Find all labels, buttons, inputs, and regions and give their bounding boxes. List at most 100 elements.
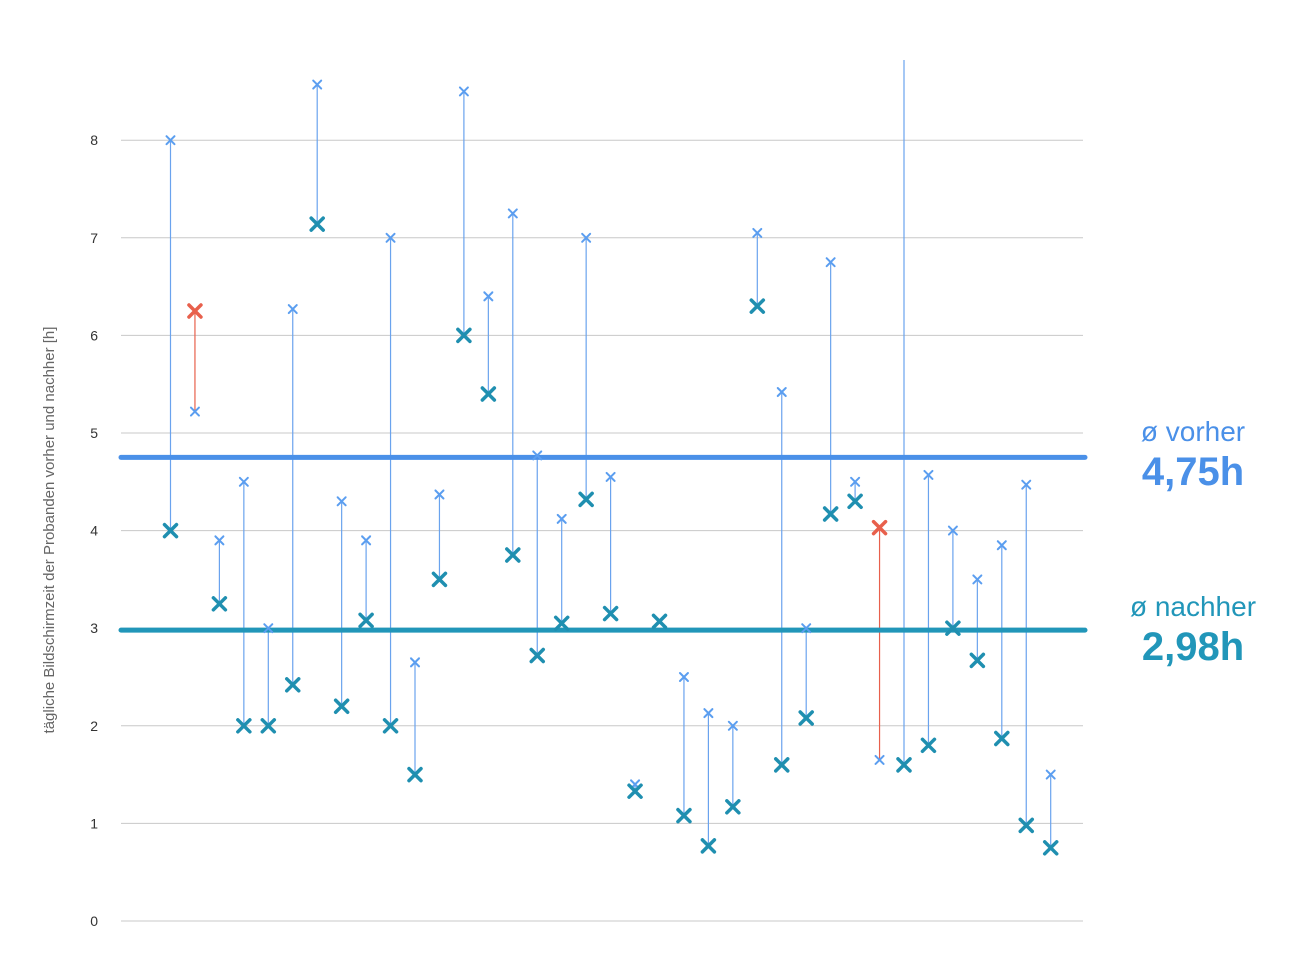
y-tick-label: 6 bbox=[90, 327, 98, 343]
marker-vorher bbox=[972, 574, 983, 585]
marker-nachher-stroke bbox=[994, 730, 1010, 747]
marker-nachher bbox=[896, 757, 912, 773]
marker-vorher bbox=[703, 708, 714, 719]
marker-nachher-stroke bbox=[407, 766, 423, 783]
marker-nachher-stroke bbox=[358, 612, 374, 629]
y-tick-labels: 0 1 2 3 4 5 6 7 8 bbox=[90, 132, 98, 929]
marker-nachher-stroke bbox=[211, 596, 228, 612]
marker-nachher-stroke bbox=[260, 718, 277, 734]
marker-nachher bbox=[480, 386, 497, 402]
markers-nachher bbox=[162, 216, 1059, 856]
marker-vorher-stroke bbox=[678, 672, 689, 682]
marker-vorher-stroke bbox=[727, 720, 738, 731]
marker-nachher bbox=[382, 718, 399, 734]
marker-nachher-stroke bbox=[162, 522, 179, 539]
marker-vorher-stroke bbox=[581, 232, 592, 243]
marker-nachher bbox=[602, 605, 619, 622]
marker-vorher bbox=[189, 406, 200, 417]
grid-lines bbox=[121, 139, 1083, 922]
marker-nachher bbox=[798, 710, 814, 726]
y-tick-label: 8 bbox=[90, 132, 98, 148]
marker-nachher-stroke bbox=[553, 615, 570, 632]
marker-vorher bbox=[996, 540, 1007, 551]
marker-vorher bbox=[287, 304, 298, 315]
average-vorher-value: 4,75h bbox=[1141, 450, 1245, 494]
marker-nachher-stroke bbox=[602, 605, 619, 622]
marker-vorher bbox=[263, 623, 274, 634]
marker-vorher-stroke bbox=[825, 257, 836, 268]
marker-nachher-stroke bbox=[969, 652, 986, 669]
marker-vorher bbox=[752, 227, 763, 238]
marker-nachher-stroke bbox=[505, 547, 521, 563]
marker-vorher-stroke bbox=[507, 208, 518, 219]
marker-vorher-stroke bbox=[923, 469, 934, 480]
marker-vorher bbox=[605, 471, 616, 482]
marker-vorher-stroke bbox=[996, 540, 1007, 551]
average-vorher-label: ø vorher 4,75h bbox=[1108, 416, 1278, 495]
marker-nachher bbox=[774, 757, 790, 773]
marker-nachher bbox=[578, 491, 594, 508]
marker-nachher bbox=[285, 677, 301, 693]
marker-nachher-stroke bbox=[651, 613, 668, 630]
marker-nachher bbox=[187, 303, 203, 319]
y-tick-label: 5 bbox=[90, 425, 98, 441]
marker-vorher-stroke bbox=[336, 496, 347, 507]
marker-vorher bbox=[532, 450, 543, 461]
marker-vorher bbox=[483, 291, 494, 302]
marker-nachher-stroke bbox=[822, 506, 839, 522]
y-axis-label: tägliche Bildschirmzeit der Probanden vo… bbox=[41, 327, 58, 734]
marker-vorher bbox=[776, 387, 787, 398]
marker-vorher-stroke bbox=[801, 623, 812, 634]
marker-vorher bbox=[434, 489, 445, 500]
marker-nachher bbox=[407, 766, 423, 783]
marker-vorher bbox=[238, 476, 249, 487]
marker-vorher-stroke bbox=[189, 406, 200, 417]
marker-nachher-stroke bbox=[945, 620, 961, 636]
marker-nachher bbox=[529, 647, 545, 664]
marker-vorher bbox=[165, 135, 176, 146]
marker-vorher bbox=[850, 476, 861, 487]
marker-nachher-stroke bbox=[431, 571, 448, 588]
marker-nachher-stroke bbox=[578, 491, 594, 508]
marker-nachher-stroke bbox=[1018, 817, 1034, 834]
marker-nachher bbox=[994, 730, 1010, 747]
marker-nachher-stroke bbox=[920, 737, 937, 754]
y-tick-label: 3 bbox=[90, 620, 98, 636]
average-nachher-label: ø nachher 2,98h bbox=[1108, 591, 1278, 670]
marker-vorher-stroke bbox=[361, 535, 372, 546]
marker-vorher-stroke bbox=[532, 450, 543, 461]
marker-nachher bbox=[358, 612, 374, 629]
marker-vorher bbox=[385, 232, 396, 243]
marker-vorher-stroke bbox=[776, 387, 787, 398]
marker-nachher bbox=[847, 493, 863, 510]
average-nachher-title: ø nachher bbox=[1129, 591, 1257, 622]
marker-vorher-stroke bbox=[214, 535, 225, 546]
marker-nachher-stroke bbox=[798, 710, 814, 726]
marker-vorher-stroke bbox=[605, 471, 616, 482]
marker-vorher bbox=[410, 657, 420, 668]
marker-vorher-stroke bbox=[874, 754, 885, 765]
marker-vorher bbox=[214, 535, 225, 546]
marker-vorher-stroke bbox=[434, 489, 445, 500]
marker-vorher-stroke bbox=[287, 304, 298, 315]
marker-vorher bbox=[458, 86, 469, 97]
marker-vorher-stroke bbox=[385, 232, 396, 243]
marker-nachher bbox=[553, 615, 570, 632]
average-vorher-title: ø vorher bbox=[1140, 416, 1246, 447]
marker-vorher bbox=[361, 535, 372, 546]
marker-nachher bbox=[822, 506, 839, 522]
marker-vorher bbox=[825, 257, 836, 268]
marker-nachher-stroke bbox=[333, 698, 350, 715]
marker-nachher-stroke bbox=[529, 647, 545, 664]
marker-nachher bbox=[309, 216, 325, 232]
marker-vorher-stroke bbox=[1021, 479, 1032, 490]
marker-vorher-stroke bbox=[483, 291, 494, 302]
marker-nachher bbox=[1018, 817, 1034, 834]
marker-nachher bbox=[333, 698, 350, 715]
marker-vorher-stroke bbox=[458, 86, 469, 97]
marker-nachher bbox=[969, 652, 986, 669]
marker-vorher bbox=[727, 720, 738, 731]
marker-nachher bbox=[211, 596, 228, 612]
marker-vorher bbox=[312, 79, 323, 90]
